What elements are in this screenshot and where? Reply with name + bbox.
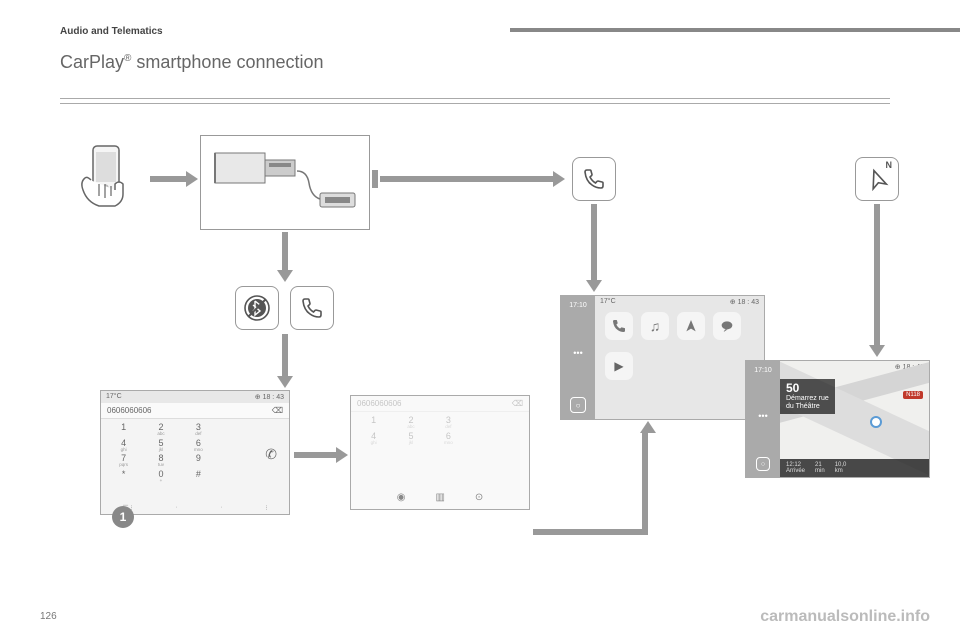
phone-icon-tile-top xyxy=(572,157,616,201)
dialer-screen: 17°C ⊕ 18 : 43 0606060606 ⌫ 1 2abc3def4g… xyxy=(100,390,290,515)
dialer-keypad: 1 2abc3def4ghi5jkl6mno7pqrs8tuv9 * 0+# xyxy=(106,419,216,487)
nav-home-icon: ○ xyxy=(756,457,770,471)
arrow-icons-to-dialer xyxy=(282,334,288,378)
dialed-number: 0606060606 ⌫ xyxy=(101,403,289,419)
nav-eta-footer: 12:12Arrivée 21min 10,0km xyxy=(780,459,929,477)
carplay-app-messages xyxy=(713,312,741,340)
arrow-usb-to-phone-icon xyxy=(380,176,555,182)
status-temp: 17°C xyxy=(106,393,122,401)
call-button-icon: ✆ xyxy=(265,446,277,463)
dialer-screen-faded: 0606060606 ⌫ 1 2abc3def4ghi5jkl6mno ◉▥⊙ xyxy=(350,395,530,510)
phone-icon-tile-bottom xyxy=(290,286,334,330)
dialer-keypad-faded: 1 2abc3def4ghi5jkl6mno xyxy=(356,412,466,449)
step-1-badge: 1 xyxy=(112,506,134,528)
carplay-sidebar: 17:10 ••• ○ xyxy=(561,296,595,419)
watermark: carmanualsonline.info xyxy=(760,608,930,626)
arrow-usb-down xyxy=(282,244,288,272)
usb-connector-illustration xyxy=(200,135,370,230)
faded-mode-icons: ◉▥⊙ xyxy=(351,492,529,503)
carplay-main: 17°C ⊕ 18 : 43 ♫ ▶ xyxy=(595,296,764,419)
arrow-navicon-to-map xyxy=(874,204,880,347)
title-underline xyxy=(60,98,890,104)
navigation-screen: 17:10 ••• ○ ⊕ 18 : 43 N118 50 Démarrez r… xyxy=(745,360,930,478)
page-number: 126 xyxy=(40,611,57,622)
arrow-phone-to-usb xyxy=(150,176,188,182)
nav-sidebar: 17:10 ••• ○ xyxy=(746,361,780,477)
carplay-app-music: ♫ xyxy=(641,312,669,340)
nav-north-label: N xyxy=(886,160,893,170)
connector-stub-right xyxy=(372,170,378,188)
carplay-side-time: 17:10 xyxy=(569,302,587,309)
map-route-badge: N118 xyxy=(903,391,923,399)
elbow-faded-to-carplay xyxy=(533,430,648,535)
dialer-statusbar: 17°C ⊕ 18 : 43 xyxy=(101,391,289,403)
connector-stub-down xyxy=(282,232,288,244)
arrow-dialer-to-faded xyxy=(294,452,338,458)
page-title: CarPlay® smartphone connection xyxy=(60,52,324,73)
header-rule xyxy=(510,28,960,32)
phone-in-hand-illustration xyxy=(65,140,145,220)
carplay-app-phone xyxy=(605,312,633,340)
section-label: Audio and Telematics xyxy=(60,26,163,37)
carplay-home-screen: 17:10 ••• ○ 17°C ⊕ 18 : 43 ♫ ▶ xyxy=(560,295,765,420)
carplay-app-maps xyxy=(677,312,705,340)
title-pre: CarPlay xyxy=(60,52,124,72)
arrow-phoneicon-to-carplay xyxy=(591,204,597,282)
title-post: smartphone connection xyxy=(131,52,323,72)
dialed-number-faded: 0606060606 ⌫ xyxy=(351,396,529,412)
nav-instruction-banner: 50 Démarrez rue du Théâtre xyxy=(780,379,835,414)
navigation-icon-tile: N xyxy=(855,157,899,201)
carplay-app-nowplaying: ▶ xyxy=(605,352,633,380)
carplay-home-icon: ○ xyxy=(570,397,586,413)
arrowhead-up-carplay xyxy=(640,421,656,433)
map-position-marker xyxy=(870,416,882,428)
carplay-statusbar: 17°C ⊕ 18 : 43 xyxy=(595,296,764,308)
status-time: ⊕ 18 : 43 xyxy=(255,393,284,401)
carplay-apps-row: ♫ xyxy=(605,312,741,340)
no-bluetooth-icon-tile xyxy=(235,286,279,330)
